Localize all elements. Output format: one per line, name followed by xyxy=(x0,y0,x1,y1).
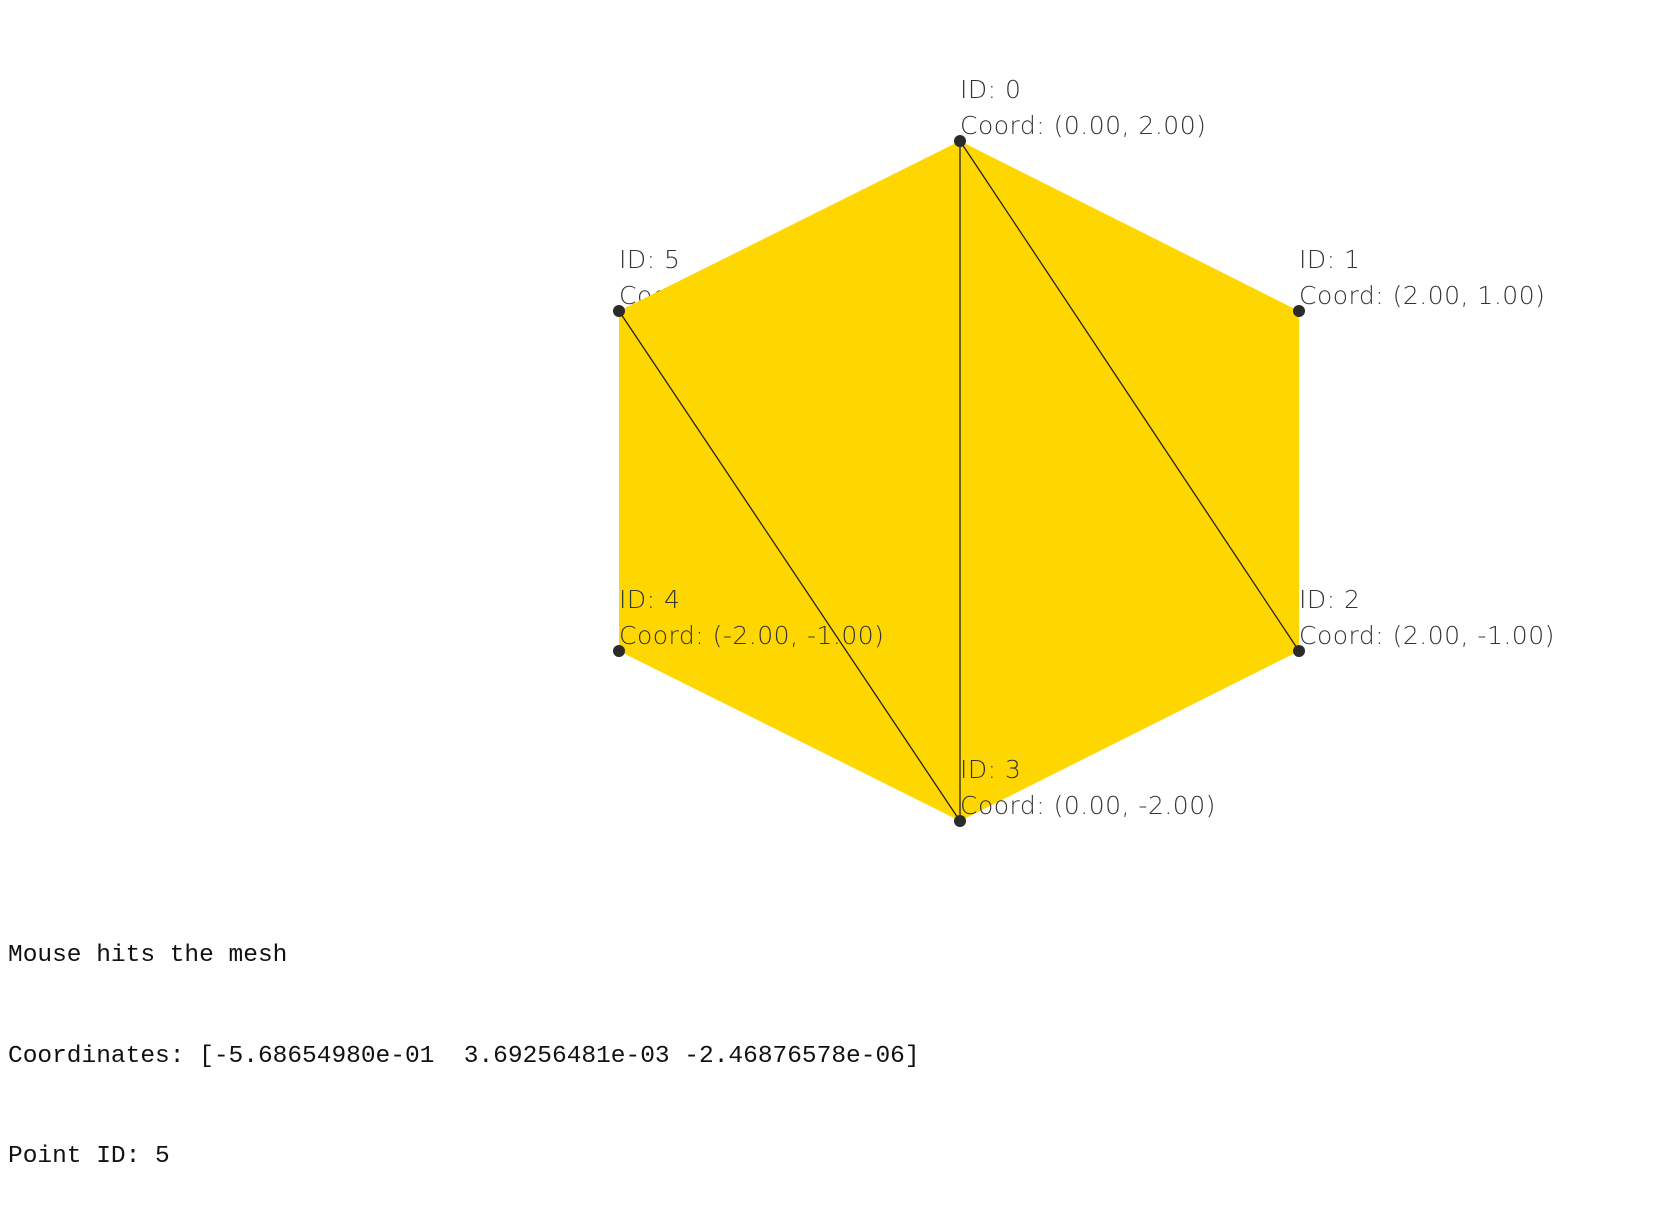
mesh-point-3[interactable] xyxy=(954,815,966,827)
console-output: Mouse hits the mesh Coordinates: [-5.686… xyxy=(8,872,920,1207)
mesh-point-4[interactable] xyxy=(613,645,625,657)
mesh-hexagon[interactable] xyxy=(619,141,1299,821)
point-id-label-0: ID: 0 xyxy=(960,75,1021,104)
console-hit-message: Mouse hits the mesh xyxy=(8,942,288,969)
console-point-id: Point ID: 5 xyxy=(8,1143,170,1170)
mesh-edge-5-3 xyxy=(618,310,961,822)
mesh-point-1[interactable] xyxy=(1293,305,1305,317)
point-id-label-5: ID: 5 xyxy=(619,245,680,274)
point-id-label-2: ID: 2 xyxy=(1299,585,1360,614)
point-coord-label-1: Coord: (2.00, 1.00) xyxy=(1299,281,1545,310)
mesh-points xyxy=(613,135,1305,827)
mesh-edges xyxy=(618,140,1300,822)
mesh-point-2[interactable] xyxy=(1293,645,1305,657)
point-labels-front: ID: 0 Coord: (0.00, 2.00) ID: 1 Coord: (2.0… xyxy=(619,75,1555,820)
mesh-point-5[interactable] xyxy=(613,305,625,317)
point-coord-label-3: Coord: (0.00, -2.00) xyxy=(960,791,1216,820)
point-id-label-3: ID: 3 xyxy=(960,755,1021,784)
point-coord-label-4: Coord: (-2.00, -1.00) xyxy=(619,621,884,650)
mesh-edge-0-2 xyxy=(959,140,1300,652)
point-id-label-4: ID: 4 xyxy=(619,585,680,614)
console-coordinates: Coordinates: [-5.68654980e-01 3.69256481… xyxy=(8,1042,920,1070)
point-coord-label-0: Coord: (0.00, 2.00) xyxy=(960,111,1206,140)
point-coord-label-2: Coord: (2.00, -1.00) xyxy=(1299,621,1555,650)
mesh-point-0[interactable] xyxy=(954,135,966,147)
point-id-label-1: ID: 1 xyxy=(1299,245,1360,274)
